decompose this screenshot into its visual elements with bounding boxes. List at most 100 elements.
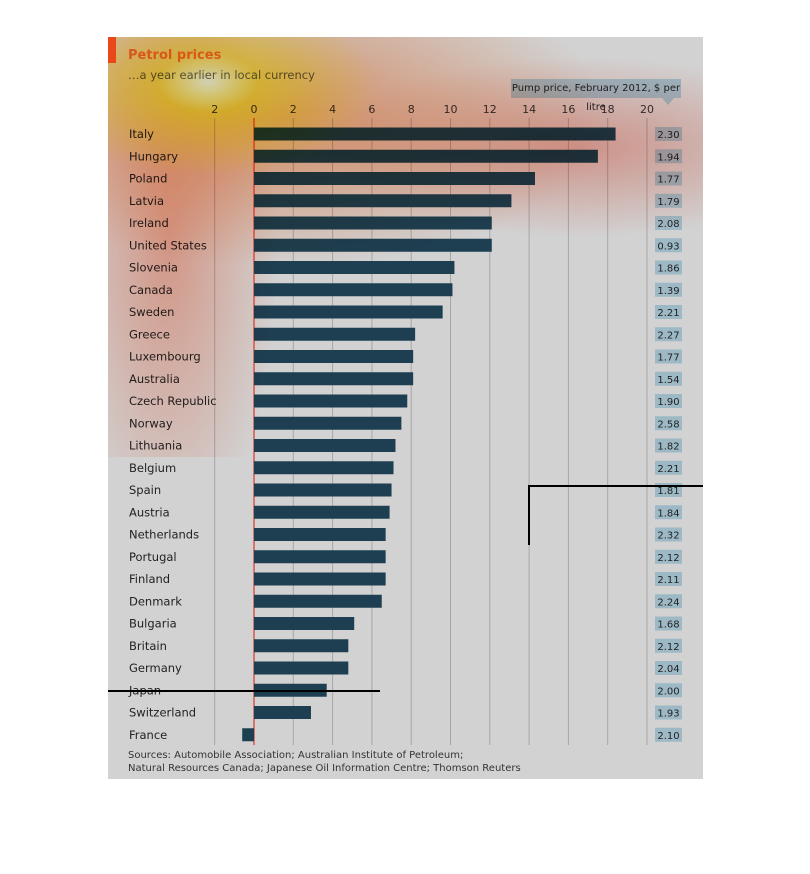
bar	[254, 305, 443, 319]
pump-price-label: 1.81	[657, 486, 679, 497]
bar	[254, 172, 535, 185]
category-label: Poland	[129, 172, 167, 186]
category-label: Italy	[129, 127, 154, 141]
pump-price-label: 1.94	[657, 152, 679, 163]
bar	[254, 283, 453, 297]
pump-price-label: 2.58	[657, 419, 679, 430]
pump-price-label: 1.86	[657, 264, 679, 275]
category-label: Ireland	[129, 216, 169, 230]
pump-price-box	[655, 460, 682, 475]
bar	[254, 350, 414, 363]
bar	[254, 661, 349, 675]
bar	[254, 261, 455, 274]
pump-price-label: 1.90	[657, 397, 679, 408]
annotation-line-vertical-right	[528, 485, 530, 545]
bar	[254, 572, 386, 586]
pump-price-label: 2.21	[657, 464, 679, 475]
category-label: Czech Republic	[129, 394, 217, 408]
category-label: Belgium	[129, 461, 176, 475]
bar	[254, 127, 616, 141]
category-label: Luxembourg	[129, 350, 201, 364]
category-label: Australia	[129, 372, 180, 386]
pump-price-box	[655, 483, 682, 497]
sources-line-2: Natural Resources Canada; Japanese Oil I…	[128, 763, 521, 774]
category-label: Sweden	[129, 305, 174, 319]
bar	[254, 216, 492, 230]
category-label: Germany	[129, 661, 182, 675]
pump-price-label: 1.54	[657, 375, 679, 386]
pump-price-box	[655, 705, 682, 720]
category-label: Switzerland	[129, 706, 196, 720]
pump-price-box	[655, 549, 682, 564]
x-tick-label: 20	[640, 103, 654, 116]
pump-price-box	[655, 638, 682, 653]
category-label: Greece	[129, 327, 170, 341]
pump-price-label: 1.84	[657, 508, 679, 519]
pump-price-label: 1.79	[657, 197, 679, 208]
pump-price-label: 2.00	[657, 686, 679, 697]
category-label: Denmark	[129, 594, 182, 608]
pump-price-label: 2.12	[657, 642, 679, 653]
category-label: Portugal	[129, 550, 177, 564]
x-tick-label: 18	[601, 103, 615, 116]
pump-price-box	[655, 594, 682, 609]
bar	[254, 416, 402, 430]
category-label: Bulgaria	[129, 617, 177, 631]
pump-price-label: 2.12	[657, 553, 679, 564]
pump-price-label: 2.08	[657, 219, 679, 230]
pump-price-label: 0.93	[657, 241, 679, 252]
pump-price-label: 2.24	[657, 597, 679, 608]
pump-price-label: 1.77	[657, 353, 679, 364]
bar	[254, 461, 394, 475]
x-tick-label: 10	[444, 103, 458, 116]
bar	[254, 238, 492, 252]
pump-price-label: 2.10	[657, 731, 679, 742]
pump-price-label: 2.30	[657, 130, 679, 141]
category-label: Finland	[129, 572, 170, 586]
pump-price-label: 2.11	[657, 575, 679, 586]
bar	[254, 617, 355, 630]
category-label: Spain	[129, 483, 161, 497]
bar	[254, 394, 408, 408]
bar	[254, 439, 396, 452]
pump-price-label: 1.77	[657, 175, 679, 186]
bar	[254, 149, 598, 163]
bar	[242, 728, 254, 742]
bar	[254, 706, 311, 719]
x-tick-label: 8	[408, 103, 415, 116]
x-tick-label: 16	[561, 103, 575, 116]
bar	[254, 194, 512, 208]
category-label: United States	[129, 238, 207, 252]
pump-price-label: 2.21	[657, 308, 679, 319]
bar	[254, 550, 386, 564]
x-tick-label: 0	[251, 103, 258, 116]
pump-price-label: 1.82	[657, 442, 679, 453]
bar	[254, 372, 414, 386]
category-label: France	[129, 728, 167, 742]
bar	[254, 528, 386, 541]
bar	[254, 483, 392, 497]
category-label: Hungary	[129, 149, 178, 163]
bar	[254, 639, 349, 653]
category-label: Austria	[129, 505, 170, 519]
pump-price-label: 1.39	[657, 286, 679, 297]
annotation-line-horizontal-left	[108, 690, 380, 692]
pump-price-box	[655, 527, 682, 542]
pump-price-box	[655, 683, 682, 698]
sources-line-1: Sources: Automobile Association; Austral…	[128, 750, 464, 761]
x-tick-label: 6	[368, 103, 375, 116]
x-tick-label: 2	[211, 103, 218, 116]
x-tick-label: 4	[329, 103, 336, 116]
annotation-line-horizontal-right	[528, 485, 703, 487]
pump-price-label: 2.32	[657, 531, 679, 542]
category-label: Latvia	[129, 194, 164, 208]
category-label: Britain	[129, 639, 167, 653]
pump-price-label: 1.68	[657, 620, 679, 631]
pump-price-box	[655, 505, 682, 520]
pump-price-box	[655, 572, 682, 586]
category-label: Slovenia	[129, 261, 178, 275]
x-tick-label: 2	[290, 103, 297, 116]
bar	[254, 594, 382, 608]
category-label: Canada	[129, 283, 173, 297]
